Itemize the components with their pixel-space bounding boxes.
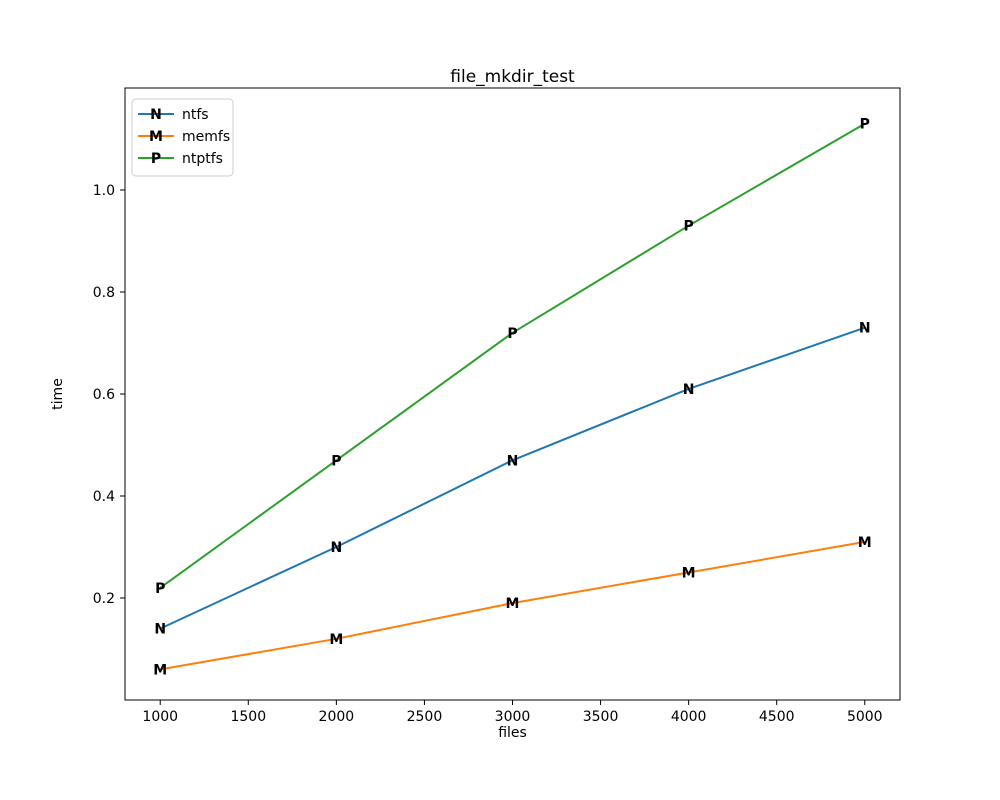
data-point-marker-ntptfs: P (155, 581, 165, 597)
data-point-marker-ntfs: N (331, 540, 343, 556)
x-axis-ticks: 1000 1500 2000 2500 3000 3500 4000 4500 5000 (142, 700, 883, 725)
data-point-marker-ntfs: N (154, 622, 166, 638)
y-tick-label: 1.0 (93, 183, 115, 199)
legend-box (131, 98, 234, 177)
x-tick-label: 2500 (407, 709, 443, 725)
legend-marker-ntfs: N (150, 107, 162, 123)
legend-marker-memfs: M (149, 129, 163, 145)
legend-label-memfs: memfs (182, 129, 230, 145)
x-axis-label: files (498, 725, 527, 741)
data-point-marker-memfs: M (329, 632, 343, 648)
chart-title: file_mkdir_test (450, 67, 575, 87)
data-point-marker-ntfs: N (859, 321, 871, 337)
y-axis-label: time (50, 378, 66, 410)
legend-marker-ntptfs: P (151, 151, 161, 167)
series-line-memfs (160, 540, 865, 671)
data-point-marker-memfs: M (506, 596, 520, 612)
plot-area (124, 87, 901, 701)
data-point-marker-ntptfs: P (684, 219, 694, 235)
y-tick-label: 0.8 (93, 285, 115, 301)
series-layer: N N N N N M M M M M P P P P P (153, 117, 871, 679)
y-tick-label: 0.2 (93, 591, 115, 607)
series-line-ntptfs (159, 122, 866, 589)
x-tick-label: 4000 (671, 709, 707, 725)
x-tick-label: 4500 (759, 709, 795, 725)
data-point-marker-ntptfs: P (860, 117, 870, 133)
series-line-ntfs (159, 326, 866, 630)
data-point-marker-memfs: M (858, 535, 872, 551)
x-tick-label: 3500 (583, 709, 619, 725)
data-point-marker-ntptfs: P (331, 453, 341, 469)
x-tick-label: 1000 (142, 709, 178, 725)
data-point-marker-memfs: M (153, 662, 167, 678)
y-tick-label: 0.6 (93, 387, 115, 403)
x-tick-label: 2000 (319, 709, 355, 725)
x-tick-label: 3000 (495, 709, 531, 725)
y-tick-label: 0.4 (93, 489, 115, 505)
data-point-marker-ntfs: N (683, 382, 695, 398)
x-tick-label: 5000 (847, 709, 883, 725)
x-tick-label: 1500 (230, 709, 266, 725)
data-point-marker-ntptfs: P (507, 326, 517, 342)
data-point-marker-ntfs: N (507, 453, 519, 469)
data-point-marker-memfs: M (682, 566, 696, 582)
y-axis-ticks: 0.2 0.4 0.6 0.8 1.0 (93, 183, 125, 607)
legend-label-ntptfs: ntptfs (182, 151, 223, 167)
legend-label-ntfs: ntfs (182, 107, 209, 123)
